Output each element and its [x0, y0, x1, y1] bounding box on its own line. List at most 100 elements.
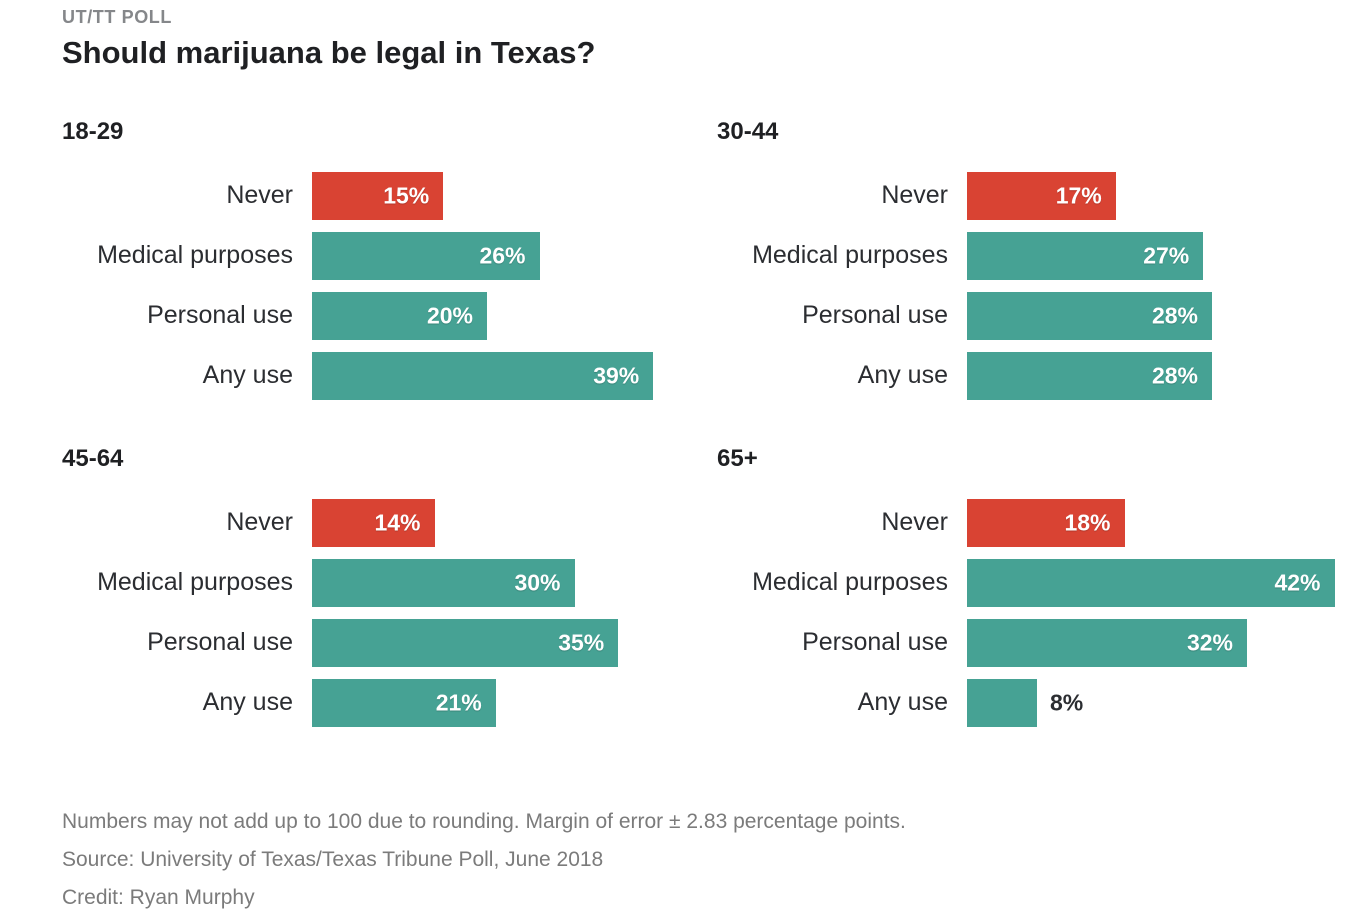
bar-value-label: 42%: [1274, 569, 1321, 596]
bar-row: Medical purposes 26%: [62, 232, 690, 280]
footnotes: Numbers may not add up to 100 due to rou…: [62, 803, 1345, 916]
bar-track: 30%: [312, 559, 690, 607]
category-label: Personal use: [147, 628, 293, 657]
bar-row: Medical purposes 27%: [717, 232, 1345, 280]
bar-track: 17%: [967, 172, 1345, 220]
bar-track: 14%: [312, 499, 690, 547]
bar-value-label: 15%: [383, 182, 430, 209]
age-panel-45-64: 45-64 Never 14% Medical purposes 30%: [62, 445, 690, 727]
bar: 21%: [312, 679, 496, 727]
bar-row: Never 18%: [717, 499, 1345, 547]
bar-value-label: 28%: [1151, 362, 1198, 389]
bar-rows: Never 18% Medical purposes 42%: [717, 499, 1345, 727]
bar-track: 32%: [967, 619, 1345, 667]
bar-value-label: 27%: [1143, 242, 1190, 269]
bar-track: 39%: [312, 352, 690, 400]
bar-track: 27%: [967, 232, 1345, 280]
category-label: Medical purposes: [97, 568, 293, 597]
panel-grid: 18-29 Never 15% Medical purposes 26%: [62, 118, 1345, 727]
category-label: Personal use: [802, 301, 948, 330]
bar: 18%: [967, 499, 1125, 547]
age-panel-30-44: 30-44 Never 17% Medical purposes 27%: [717, 118, 1345, 400]
bar: 28%: [967, 292, 1212, 340]
bar-value-label: 17%: [1055, 182, 1102, 209]
bar-value-label: 8%: [1050, 689, 1084, 716]
bar-row: Personal use 28%: [717, 292, 1345, 340]
bar-value-label: 14%: [374, 509, 421, 536]
bar-row: Never 15%: [62, 172, 690, 220]
bar: 17%: [967, 172, 1116, 220]
category-label: Any use: [202, 361, 293, 390]
bar-row: Personal use 32%: [717, 619, 1345, 667]
bar-track: 8%: [967, 679, 1345, 727]
bar: 39%: [312, 352, 654, 400]
bar-row: Any use 8%: [717, 679, 1345, 727]
bar-row: Never 14%: [62, 499, 690, 547]
bar-track: 28%: [967, 352, 1345, 400]
bar-track: 28%: [967, 292, 1345, 340]
bar-value-label: 21%: [435, 689, 482, 716]
bar-track: 18%: [967, 499, 1345, 547]
category-label: Medical purposes: [97, 241, 293, 270]
bar: 14%: [312, 499, 435, 547]
panel-title: 65+: [717, 445, 758, 472]
bar: 8%: [967, 679, 1083, 727]
bar: 42%: [967, 559, 1335, 607]
age-panel-18-29: 18-29 Never 15% Medical purposes 26%: [62, 118, 690, 400]
bar-value-label: 32%: [1186, 629, 1233, 656]
bar-row: Any use 28%: [717, 352, 1345, 400]
rounding-note: Numbers may not add up to 100 due to rou…: [62, 810, 906, 833]
bar-value-label: 39%: [593, 362, 640, 389]
bar: 27%: [967, 232, 1204, 280]
bar: 15%: [312, 172, 444, 220]
bar-track: 42%: [967, 559, 1345, 607]
bar-track: 35%: [312, 619, 690, 667]
panel-title: 18-29: [62, 118, 124, 145]
bar-row: Any use 21%: [62, 679, 690, 727]
bar-value-label: 26%: [479, 242, 526, 269]
chart-title: Should marijuana be legal in Texas?: [62, 35, 596, 70]
category-label: Medical purposes: [752, 568, 948, 597]
bar: 30%: [312, 559, 575, 607]
source-line: Source: University of Texas/Texas Tribun…: [62, 848, 604, 871]
bar-track: 15%: [312, 172, 690, 220]
bar: 32%: [967, 619, 1247, 667]
category-label: Any use: [202, 688, 293, 717]
bar: 35%: [312, 619, 619, 667]
category-label: Never: [881, 181, 948, 210]
bar-value-label: 30%: [514, 569, 561, 596]
bar-value-label: 20%: [426, 302, 473, 329]
bar-value-label: 28%: [1151, 302, 1198, 329]
bar: 20%: [312, 292, 487, 340]
kicker: UT/TT POLL: [62, 7, 172, 27]
bar-track: 20%: [312, 292, 690, 340]
bar-row: Any use 39%: [62, 352, 690, 400]
category-label: Personal use: [147, 301, 293, 330]
category-label: Never: [226, 508, 293, 537]
bar-row: Medical purposes 42%: [717, 559, 1345, 607]
bar-value-label: 18%: [1064, 509, 1111, 536]
bar-row: Never 17%: [717, 172, 1345, 220]
bar-rows: Never 15% Medical purposes 26%: [62, 172, 690, 400]
credit-line: Credit: Ryan Murphy: [62, 886, 255, 909]
bar-value-label: 35%: [558, 629, 605, 656]
bar-track: 26%: [312, 232, 690, 280]
category-label: Personal use: [802, 628, 948, 657]
bar-row: Personal use 20%: [62, 292, 690, 340]
bar-track: 21%: [312, 679, 690, 727]
category-label: Never: [881, 508, 948, 537]
category-label: Any use: [857, 361, 948, 390]
bar: 28%: [967, 352, 1212, 400]
panel-title: 45-64: [62, 445, 124, 472]
bar-row: Medical purposes 30%: [62, 559, 690, 607]
category-label: Any use: [857, 688, 948, 717]
bar-rows: Never 14% Medical purposes 30%: [62, 499, 690, 727]
category-label: Never: [226, 181, 293, 210]
bar-rows: Never 17% Medical purposes 27%: [717, 172, 1345, 400]
age-panel-65-plus: 65+ Never 18% Medical purposes 42%: [717, 445, 1345, 727]
panel-title: 30-44: [717, 118, 779, 145]
bar: 26%: [312, 232, 540, 280]
bar-row: Personal use 35%: [62, 619, 690, 667]
category-label: Medical purposes: [752, 241, 948, 270]
